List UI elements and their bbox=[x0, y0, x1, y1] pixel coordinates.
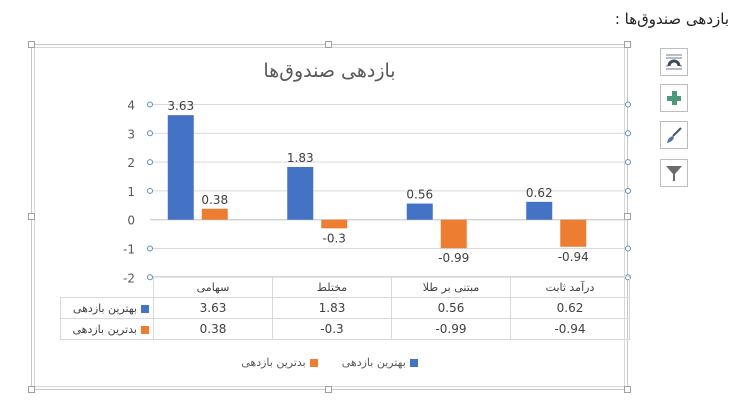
y-tick-label: -1 bbox=[123, 243, 135, 257]
data-label: -0.94 bbox=[558, 250, 589, 264]
data-table-row: بدترین بازدهی 0.38 -0.3 -0.99 -0.94 bbox=[60, 318, 630, 340]
data-label: 3.63 bbox=[167, 99, 194, 113]
chart-styles-button[interactable] bbox=[660, 121, 688, 149]
layout-options-icon bbox=[666, 54, 682, 70]
table-cell: -0.3 bbox=[272, 318, 392, 340]
table-cell: 0.38 bbox=[153, 318, 273, 340]
resize-handle-left[interactable] bbox=[28, 213, 35, 220]
y-tick-label: -2 bbox=[123, 271, 135, 285]
y-tick-label: 2 bbox=[127, 156, 135, 170]
resize-handle-bottom-right[interactable] bbox=[624, 386, 631, 393]
plus-icon bbox=[667, 91, 681, 105]
category-label: مختلط bbox=[272, 276, 392, 298]
gridline-handle[interactable] bbox=[625, 245, 631, 252]
category-label: مبتنی بر طلا bbox=[391, 276, 511, 298]
gridline-handle[interactable] bbox=[625, 187, 631, 194]
bar[interactable] bbox=[440, 219, 467, 249]
gridline-handle[interactable] bbox=[625, 159, 631, 166]
data-labels: 3.63 0.38 1.83 -0.3 0.56 -0.99 0.62 -0.94 bbox=[167, 99, 588, 265]
layout-options-button[interactable] bbox=[660, 48, 688, 76]
table-cell: 0.56 bbox=[391, 297, 511, 319]
y-tick-label: 1 bbox=[127, 185, 135, 199]
chart-title[interactable]: بازدهی صندوق‌ها bbox=[263, 60, 396, 82]
chart-elements-button[interactable] bbox=[660, 84, 688, 112]
bar[interactable] bbox=[201, 208, 228, 220]
gridline-handle[interactable] bbox=[147, 245, 153, 252]
gridline-handle[interactable] bbox=[147, 187, 153, 194]
funnel-icon bbox=[666, 166, 682, 181]
data-table-row: بهترین بازدهی 3.63 1.83 0.56 0.62 bbox=[60, 297, 630, 319]
category-label: درآمد ثابت bbox=[510, 276, 630, 298]
section-heading: بازدهی صندوق‌ها : bbox=[614, 10, 729, 28]
data-table-header-row: سهامی مختلط مبتنی بر طلا درآمد ثابت bbox=[61, 276, 630, 298]
table-cell: 0.62 bbox=[510, 297, 630, 319]
legend[interactable]: بهترین بازدهی بدترین بازدهی bbox=[0, 356, 659, 369]
resize-handle-top-left[interactable] bbox=[28, 41, 35, 48]
data-label: 0.62 bbox=[526, 186, 553, 200]
resize-handle-bottom[interactable] bbox=[325, 386, 332, 393]
gridline-handle[interactable] bbox=[147, 274, 153, 281]
legend-swatch-orange bbox=[309, 358, 318, 367]
y-axis: 4 3 2 1 0 -1 -2 bbox=[123, 99, 135, 286]
bar[interactable] bbox=[560, 219, 587, 247]
bar[interactable] bbox=[287, 166, 314, 220]
data-label: 0.38 bbox=[201, 193, 228, 207]
gridline-handle[interactable] bbox=[147, 130, 153, 137]
gridline-handle[interactable] bbox=[147, 159, 153, 166]
paintbrush-icon bbox=[667, 127, 682, 143]
gridline-handle[interactable] bbox=[147, 101, 153, 108]
table-cell: -0.99 bbox=[391, 318, 511, 340]
data-label: 0.56 bbox=[406, 188, 433, 202]
legend-swatch-blue bbox=[409, 358, 418, 367]
series-row-label: بدترین بازدهی bbox=[60, 318, 154, 340]
legend-item-best[interactable]: بهترین بازدهی bbox=[342, 356, 418, 369]
data-table: سهامی مختلط مبتنی بر طلا درآمد ثابت بهتر… bbox=[60, 276, 630, 340]
y-tick-label: 3 bbox=[127, 127, 135, 141]
bars[interactable] bbox=[167, 115, 587, 249]
series-swatch-blue bbox=[141, 304, 149, 313]
y-tick-label: 0 bbox=[127, 214, 135, 228]
data-label: 1.83 bbox=[287, 151, 314, 165]
gridline-handle[interactable] bbox=[625, 130, 631, 137]
bar[interactable] bbox=[167, 115, 194, 220]
gridline-handle[interactable] bbox=[625, 101, 631, 108]
resize-handle-bottom-left[interactable] bbox=[28, 386, 35, 393]
resize-handle-top[interactable] bbox=[325, 41, 332, 48]
series-row-label: بهترین بازدهی bbox=[60, 297, 154, 319]
bar[interactable] bbox=[526, 201, 553, 220]
resize-handle-top-right[interactable] bbox=[624, 41, 631, 48]
series-swatch-orange bbox=[141, 325, 149, 334]
table-cell: -0.94 bbox=[510, 318, 630, 340]
plot-area[interactable]: 4 3 2 1 0 -1 -2 3.63 0.38 1.83 -0.3 0.56 -0.99 0.62 -… bbox=[0, 0, 659, 300]
table-cell: 1.83 bbox=[272, 297, 392, 319]
category-label: سهامی bbox=[153, 276, 273, 298]
bar[interactable] bbox=[321, 219, 348, 229]
chart-filters-button[interactable] bbox=[660, 159, 688, 187]
table-cell: 3.63 bbox=[153, 297, 273, 319]
data-label: -0.3 bbox=[323, 231, 346, 245]
y-tick-label: 4 bbox=[127, 99, 135, 113]
legend-item-worst[interactable]: بدترین بازدهی bbox=[241, 356, 318, 369]
bar[interactable] bbox=[406, 203, 433, 220]
data-label: -0.99 bbox=[438, 251, 469, 265]
